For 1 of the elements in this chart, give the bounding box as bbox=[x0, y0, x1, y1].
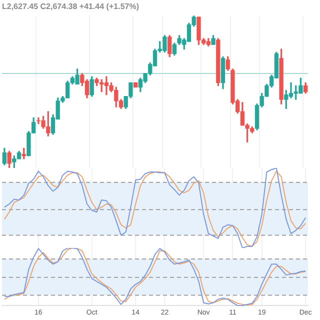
chart-title: L2,627.45 C2,674.38 +41.44 (+1.57%) bbox=[2, 2, 140, 12]
